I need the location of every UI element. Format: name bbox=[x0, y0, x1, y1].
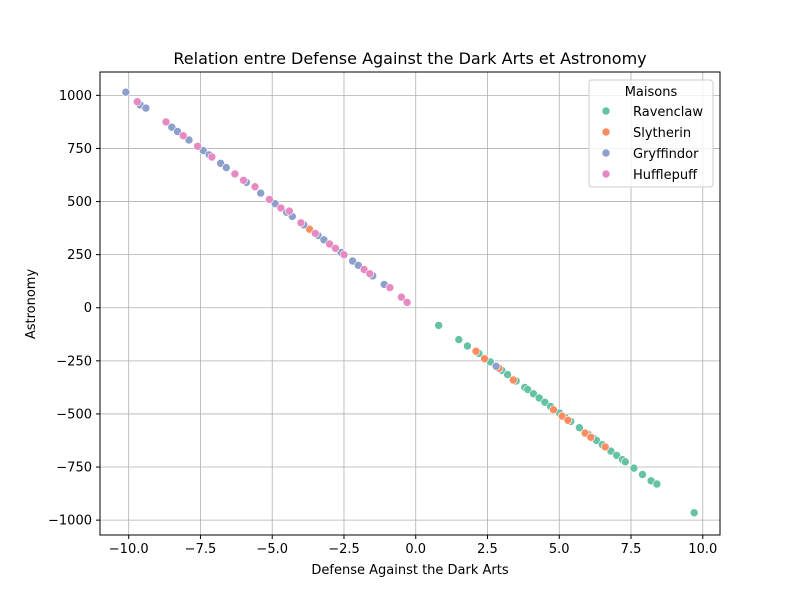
y-tick-label: 0 bbox=[84, 301, 92, 316]
plot-area-frame bbox=[99, 71, 721, 536]
point-ravenclaw bbox=[689, 508, 699, 518]
y-tick-label: −250 bbox=[56, 354, 92, 369]
point-slytherin bbox=[471, 346, 481, 356]
point-slytherin bbox=[305, 224, 314, 234]
point-gryffindor bbox=[491, 361, 501, 371]
point-hufflepuff bbox=[230, 169, 240, 179]
y-tick-label: 1000 bbox=[59, 89, 92, 104]
point-hufflepuff bbox=[276, 203, 286, 213]
point-gryffindor bbox=[199, 146, 208, 155]
x-tick-label: −2.5 bbox=[328, 542, 360, 557]
y-tick-label: 250 bbox=[67, 248, 92, 263]
legend: Maisons Ravenclaw Slytherin Gryffindor Huff… bbox=[588, 79, 714, 188]
point-slytherin bbox=[586, 432, 596, 442]
point-ravenclaw bbox=[534, 393, 544, 403]
point-hufflepuff bbox=[285, 206, 294, 216]
point-gryffindor bbox=[319, 235, 329, 245]
point-hufflepuff bbox=[397, 292, 406, 302]
legend-marker-hufflepuff bbox=[601, 169, 611, 179]
y-tick-label: −750 bbox=[56, 461, 92, 476]
point-gryffindor bbox=[348, 256, 357, 266]
point-gryffindor bbox=[270, 199, 280, 208]
point-hufflepuff bbox=[161, 117, 171, 127]
point-ravenclaw bbox=[638, 470, 647, 479]
point-ravenclaw bbox=[575, 423, 584, 433]
legend-label-ravenclaw: Ravenclaw bbox=[633, 105, 703, 120]
point-hufflepuff bbox=[339, 250, 349, 259]
x-tick-label: 7.5 bbox=[621, 542, 642, 557]
point-gryffindor bbox=[216, 159, 225, 168]
point-gryffindor bbox=[222, 163, 231, 172]
legend-marker-slytherin bbox=[601, 127, 611, 137]
point-ravenclaw bbox=[529, 389, 538, 399]
point-hufflepuff bbox=[365, 269, 375, 279]
x-tick-label: 10.0 bbox=[688, 542, 717, 557]
x-tick-label: −7.5 bbox=[185, 542, 217, 557]
x-tick-label: 0.0 bbox=[405, 542, 426, 557]
x-axis-label: Defense Against the Dark Arts bbox=[311, 563, 508, 578]
point-gryffindor bbox=[173, 127, 182, 136]
point-hufflepuff bbox=[359, 265, 369, 274]
point-hufflepuff bbox=[310, 229, 320, 238]
chart-title: Relation entre Defense Against the Dark … bbox=[173, 49, 646, 68]
point-ravenclaw bbox=[454, 335, 464, 344]
point-ravenclaw bbox=[503, 370, 512, 379]
point-hufflepuff bbox=[331, 244, 340, 253]
axis-ticks: −10.0 −7.5 −5.0 −2.5 0.0 2.5 5.0 7.5 10.0 −1000 −7… bbox=[48, 89, 717, 557]
x-tick-label: 5.0 bbox=[549, 542, 570, 557]
point-slytherin bbox=[580, 428, 590, 438]
y-tick-label: 500 bbox=[67, 195, 92, 210]
x-tick-label: −10.0 bbox=[109, 542, 149, 557]
point-hufflepuff bbox=[385, 283, 395, 292]
point-ravenclaw bbox=[523, 385, 533, 394]
point-slytherin bbox=[549, 405, 558, 415]
point-ravenclaw bbox=[540, 397, 550, 407]
legend-marker-ravenclaw bbox=[601, 106, 611, 116]
point-ravenclaw bbox=[629, 463, 639, 473]
legend-frame bbox=[588, 79, 714, 188]
point-hufflepuff bbox=[325, 239, 334, 249]
legend-label-hufflepuff: Hufflepuff bbox=[633, 168, 698, 183]
x-tick-label: −5.0 bbox=[256, 542, 288, 557]
y-tick-label: 750 bbox=[67, 142, 92, 157]
point-slytherin bbox=[480, 354, 489, 364]
point-ravenclaw bbox=[606, 446, 616, 456]
grid-lines bbox=[100, 72, 720, 535]
point-ravenclaw bbox=[434, 321, 444, 330]
point-hufflepuff bbox=[296, 218, 306, 228]
point-slytherin bbox=[600, 442, 610, 452]
point-gryffindor bbox=[141, 103, 151, 113]
point-hufflepuff bbox=[193, 142, 202, 151]
y-tick-label: −500 bbox=[56, 407, 92, 422]
point-hufflepuff bbox=[178, 131, 188, 140]
point-ravenclaw bbox=[620, 457, 630, 467]
point-slytherin bbox=[557, 411, 567, 421]
legend-label-slytherin: Slytherin bbox=[633, 126, 691, 141]
point-gryffindor bbox=[256, 188, 266, 198]
point-gryffindor bbox=[184, 135, 194, 145]
point-hufflepuff bbox=[207, 152, 217, 162]
legend-title: Maisons bbox=[625, 85, 678, 100]
data-points bbox=[121, 87, 699, 518]
point-gryffindor bbox=[167, 122, 177, 132]
point-gryffindor bbox=[353, 260, 363, 270]
y-tick-label: −1000 bbox=[48, 514, 92, 529]
point-ravenclaw bbox=[652, 479, 662, 489]
legend-label-gryffindor: Gryffindor bbox=[633, 147, 699, 162]
point-hufflepuff bbox=[133, 97, 142, 106]
point-hufflepuff bbox=[265, 195, 274, 204]
point-slytherin bbox=[508, 375, 518, 385]
y-axis-label: Astronomy bbox=[24, 269, 39, 340]
x-tick-label: 2.5 bbox=[477, 542, 498, 557]
point-ravenclaw bbox=[612, 451, 622, 460]
point-gryffindor bbox=[121, 87, 131, 97]
point-hufflepuff bbox=[402, 298, 412, 307]
point-hufflepuff bbox=[239, 176, 248, 185]
legend-marker-gryffindor bbox=[601, 148, 611, 158]
point-ravenclaw bbox=[463, 341, 472, 351]
point-slytherin bbox=[563, 415, 573, 425]
point-hufflepuff bbox=[250, 182, 260, 191]
